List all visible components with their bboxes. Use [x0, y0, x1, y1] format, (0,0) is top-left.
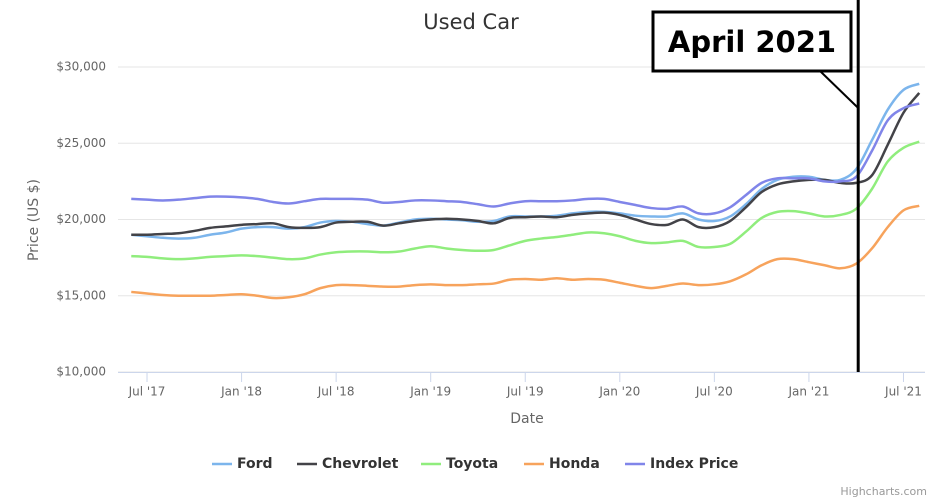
series-line	[131, 92, 921, 237]
series-line	[131, 140, 920, 261]
x-tick-label: Jul '21	[884, 385, 922, 399]
annotation-connector	[819, 70, 859, 109]
x-axis-title: Date	[510, 411, 543, 427]
legend-label: Toyota	[446, 456, 498, 472]
y-tick-label: $15,000	[56, 288, 106, 302]
x-tick-label: Jul '17	[128, 385, 166, 399]
legend-label: Chevrolet	[322, 456, 399, 472]
y-tick-label: $30,000	[56, 60, 106, 74]
y-tick-label: $10,000	[56, 365, 106, 379]
x-tick-label: Jan '20	[598, 385, 640, 399]
y-tick-label: $20,000	[56, 212, 106, 226]
series-line	[131, 102, 920, 216]
y-axis-title: Price (US $)	[26, 179, 42, 261]
annotation-text: April 2021	[668, 25, 836, 59]
x-tick-label: Jan '19	[409, 385, 451, 399]
credits: Highcharts.com	[840, 485, 927, 498]
x-tick-label: Jan '21	[787, 385, 829, 399]
legend-label: Index Price	[650, 456, 738, 472]
y-tick-label: $25,000	[56, 136, 106, 150]
x-tick-label: Jul '18	[317, 385, 355, 399]
chart-title: Used Car	[423, 10, 519, 34]
x-tick-label: Jan '18	[220, 385, 262, 399]
series-line	[131, 204, 920, 300]
annotation-box	[651, 10, 853, 73]
legend-label: Ford	[237, 456, 273, 472]
x-tick-label: Jul '19	[506, 385, 544, 399]
x-tick-label: Jul '20	[695, 385, 733, 399]
legend-label: Honda	[549, 456, 600, 472]
